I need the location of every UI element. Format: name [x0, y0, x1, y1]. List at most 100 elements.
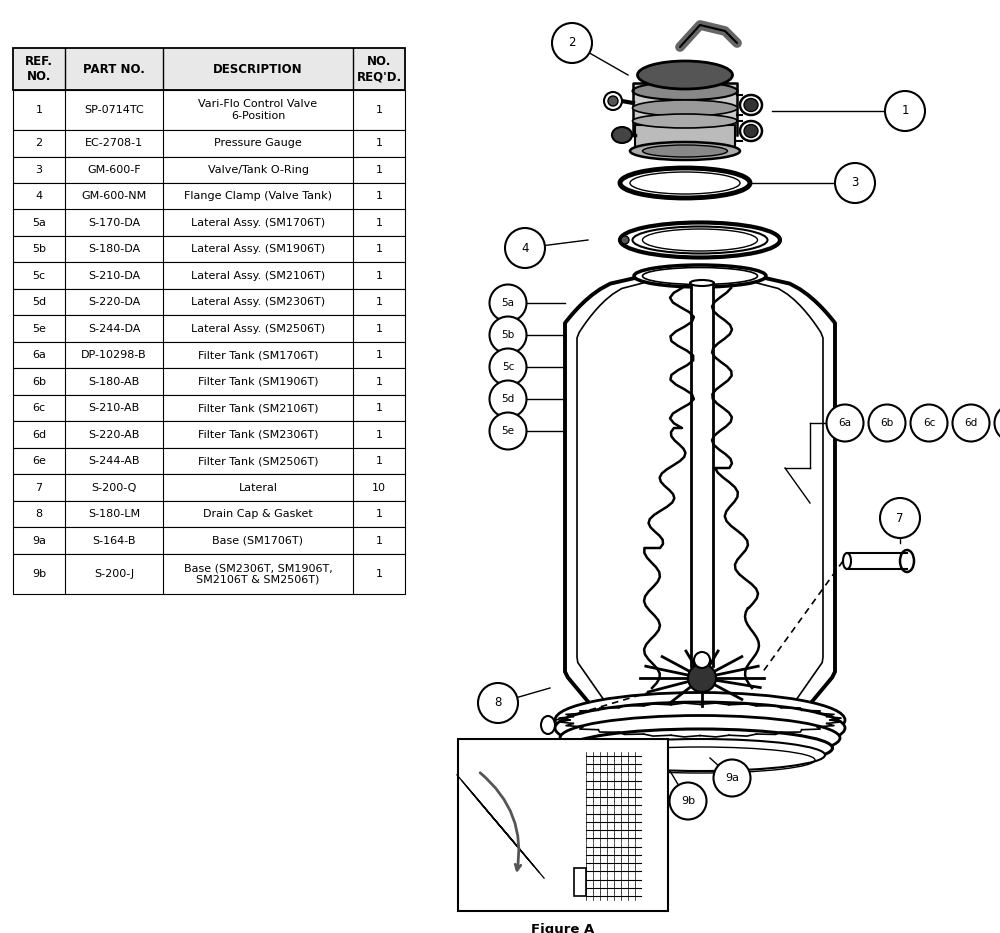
Text: 5c: 5c [502, 362, 514, 372]
Bar [13, 475, 405, 501]
Text: Valve/Tank O-Ring: Valve/Tank O-Ring [208, 165, 308, 174]
Text: 1: 1 [376, 569, 382, 579]
Text: Filter Tank (SM2306T): Filter Tank (SM2306T) [198, 430, 318, 439]
Circle shape [868, 405, 905, 441]
Text: 1: 1 [376, 138, 382, 148]
Text: S-244-AB: S-244-AB [88, 456, 140, 466]
Text: 6d: 6d [964, 418, 978, 428]
Bar [13, 527, 405, 554]
Ellipse shape [642, 145, 728, 157]
Text: SP-0714TC: SP-0714TC [84, 105, 144, 115]
Text: REF.
NO.: REF. NO. [25, 55, 53, 83]
Bar [13, 554, 405, 594]
Bar [13, 262, 405, 289]
Text: S-220-DA: S-220-DA [88, 298, 140, 307]
Text: S-200-Q: S-200-Q [91, 482, 137, 493]
Ellipse shape [744, 124, 758, 137]
Text: 2: 2 [35, 138, 43, 148]
Text: 1: 1 [376, 430, 382, 439]
Bar [574, 868, 586, 896]
Polygon shape [565, 278, 835, 728]
Text: 5d: 5d [501, 394, 515, 404]
Text: 9a: 9a [32, 536, 46, 546]
Text: S-180-AB: S-180-AB [88, 377, 140, 387]
Bar [13, 183, 405, 210]
Polygon shape [691, 283, 713, 666]
Ellipse shape [633, 100, 738, 116]
Ellipse shape [638, 61, 732, 89]
Text: 2: 2 [568, 36, 576, 49]
Text: 8: 8 [35, 509, 43, 520]
Bar [13, 48, 405, 90]
Text: S-200-J: S-200-J [94, 569, 134, 579]
Circle shape [880, 498, 920, 538]
Bar [13, 90, 405, 130]
Text: GM-600-F: GM-600-F [87, 165, 141, 174]
Text: 6b: 6b [880, 418, 894, 428]
Bar [13, 501, 405, 527]
Polygon shape [847, 553, 907, 569]
Text: 1: 1 [376, 105, 382, 115]
Text: Flange Clamp (Valve Tank): Flange Clamp (Valve Tank) [184, 191, 332, 202]
Text: GM-600-NM: GM-600-NM [81, 191, 147, 202]
Text: S-164-B: S-164-B [92, 536, 136, 546]
Text: 4: 4 [521, 242, 529, 255]
Circle shape [688, 664, 716, 692]
Bar [458, 739, 668, 911]
Text: 1: 1 [376, 403, 382, 413]
Bar [13, 422, 405, 448]
Circle shape [490, 349, 526, 385]
Text: Filter Tank (SM1906T): Filter Tank (SM1906T) [198, 377, 318, 387]
Text: S-170-DA: S-170-DA [88, 217, 140, 228]
Circle shape [490, 316, 526, 354]
Ellipse shape [633, 227, 768, 254]
Circle shape [490, 412, 526, 450]
Circle shape [552, 23, 592, 63]
Ellipse shape [560, 716, 840, 760]
Text: 3: 3 [851, 176, 859, 189]
Text: 1: 1 [376, 324, 382, 334]
Ellipse shape [541, 716, 555, 734]
Text: Lateral Assy. (SM2106T): Lateral Assy. (SM2106T) [191, 271, 325, 281]
Circle shape [621, 236, 629, 244]
Text: 9b: 9b [681, 796, 695, 806]
Text: 9a: 9a [725, 773, 739, 783]
Text: EC-2708-1: EC-2708-1 [85, 138, 143, 148]
Circle shape [952, 405, 989, 441]
Text: DESCRIPTION: DESCRIPTION [213, 63, 303, 76]
Ellipse shape [630, 142, 740, 160]
Text: 6c: 6c [923, 418, 935, 428]
Ellipse shape [740, 121, 762, 141]
Text: 6b: 6b [32, 377, 46, 387]
Ellipse shape [612, 127, 632, 143]
Ellipse shape [843, 553, 851, 569]
Bar [13, 157, 405, 183]
Text: Filter Tank (SM2506T): Filter Tank (SM2506T) [198, 456, 318, 466]
Text: 1: 1 [376, 298, 382, 307]
Ellipse shape [740, 95, 762, 115]
Circle shape [670, 783, 706, 819]
Text: Lateral Assy. (SM1706T): Lateral Assy. (SM1706T) [191, 217, 325, 228]
Ellipse shape [630, 172, 740, 194]
Circle shape [490, 285, 526, 322]
Circle shape [608, 96, 618, 106]
Text: Figure A: Figure A [531, 923, 595, 933]
Text: NO.
REQ'D.: NO. REQ'D. [356, 55, 402, 83]
Circle shape [714, 759, 750, 797]
Text: Filter Tank (SM1706T): Filter Tank (SM1706T) [198, 350, 318, 360]
Text: 1: 1 [376, 377, 382, 387]
Circle shape [994, 405, 1000, 441]
Text: Base (SM1706T): Base (SM1706T) [212, 536, 304, 546]
Text: 1: 1 [376, 509, 382, 520]
Text: S-210-AB: S-210-AB [88, 403, 140, 413]
Text: 1: 1 [376, 244, 382, 255]
Ellipse shape [690, 280, 714, 286]
Text: Pressure Gauge: Pressure Gauge [214, 138, 302, 148]
Text: 5d: 5d [32, 298, 46, 307]
Text: Vari-Flo Control Valve
6-Position: Vari-Flo Control Valve 6-Position [198, 100, 318, 120]
Ellipse shape [575, 739, 825, 771]
Text: 5e: 5e [502, 426, 514, 436]
Text: 10: 10 [372, 482, 386, 493]
Circle shape [694, 652, 710, 668]
Text: 1: 1 [376, 191, 382, 202]
